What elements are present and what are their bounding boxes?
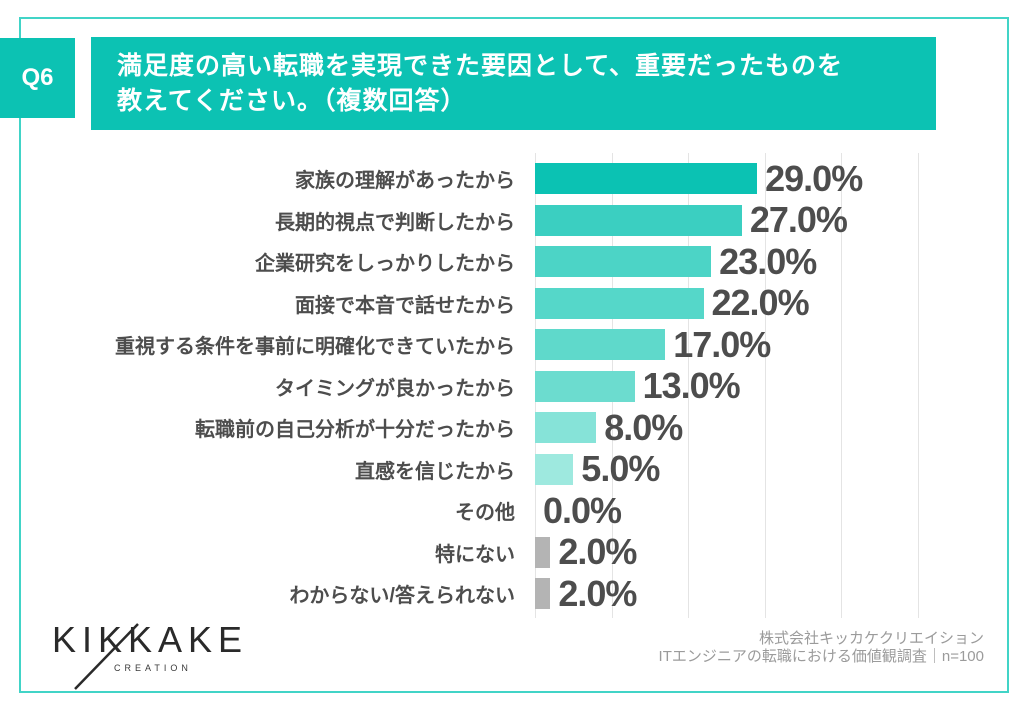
chart-row: 直感を信じたから 5.0% <box>0 448 1024 491</box>
value-label: 2.0% <box>558 531 637 573</box>
category-label: わからない/答えられない <box>289 585 515 608</box>
page-border-frame <box>19 17 1009 693</box>
chart-row: その他 0.0% <box>0 490 1024 532</box>
chart-row: 特にない 2.0% <box>0 531 1024 574</box>
chart-row: 長期的視点で判断したから 27.0% <box>0 199 1024 242</box>
category-label: 長期的視点で判断したから <box>275 211 515 234</box>
chart-row: 家族の理解があったから 29.0% <box>0 158 1024 200</box>
gridline-30 <box>764 153 766 618</box>
bar-chart: 家族の理解があったから 29.0% 長期的視点で判断したから 27.0% 企業研究をしっ… <box>0 153 1024 618</box>
chart-rows: 家族の理解があったから 29.0% 長期的視点で判断したから 27.0% 企業研究をしっ… <box>0 158 1024 615</box>
value-label: 5.0% <box>581 448 660 490</box>
bar <box>535 370 635 402</box>
value-label: 17.0% <box>673 323 771 365</box>
bar <box>535 204 742 236</box>
logo-subtext: CREATION <box>114 663 192 673</box>
gridline-50 <box>918 153 919 618</box>
value-label: 0.0% <box>543 489 622 531</box>
credit-survey-name: ITエンジニアの転職における価値観調査｜n=100 <box>658 648 984 665</box>
question-title-line2: 教えてください。（複数回答） <box>117 86 467 115</box>
chart-row: わからない/答えられない 2.0% <box>0 573 1024 615</box>
category-label: 転職前の自己分析が十分だったから <box>195 419 515 442</box>
gridline-40 <box>841 153 843 618</box>
gridline-20 <box>688 153 690 618</box>
bar <box>535 246 712 278</box>
bar <box>535 287 704 319</box>
category-label: 家族の理解があったから <box>295 170 515 193</box>
chart-row: 面接で本音で話せたから 22.0% <box>0 282 1024 325</box>
bar <box>535 163 758 195</box>
chart-row: タイミングが良かったから 13.0% <box>0 365 1024 408</box>
value-label: 22.0% <box>711 282 810 324</box>
bar <box>535 453 574 485</box>
question-number-badge: Q6 <box>0 38 75 118</box>
category-label: 特にない <box>435 543 515 566</box>
category-label: その他 <box>455 502 515 525</box>
value-label: 8.0% <box>604 406 683 448</box>
bar <box>535 329 666 361</box>
chart-row: 転職前の自己分析が十分だったから 8.0% <box>0 407 1024 449</box>
bar <box>535 412 597 444</box>
value-label: 29.0% <box>765 157 863 199</box>
category-label: タイミングが良かったから <box>275 377 515 400</box>
chart-row: 重視する条件を事前に明確化できていたから 17.0% <box>0 324 1024 366</box>
credit-company: 株式会社キッカケクリエイション <box>758 630 984 647</box>
question-title-line1: 満足度の高い転職を実現できた要因として、重要だったものを <box>117 51 844 80</box>
survey-credit: 株式会社キッカケクリエイション ITエンジニアの転職における価値観調査｜n=10… <box>659 630 984 666</box>
value-label: 13.0% <box>642 365 741 407</box>
category-label: 面接で本音で話せたから <box>295 294 515 317</box>
question-title-bar: 満足度の高い転職を実現できた要因として、重要だったものを 教えてください。（複数… <box>91 37 936 130</box>
bar <box>535 536 551 568</box>
category-label: 直感を信じたから <box>355 460 515 483</box>
bar <box>535 578 551 610</box>
logo-wordmark: KIKKAKE <box>52 619 249 660</box>
value-label: 27.0% <box>749 199 848 241</box>
value-label: 23.0% <box>719 240 817 282</box>
chart-row: 企業研究をしっかりしたから 23.0% <box>0 241 1024 283</box>
value-label: 2.0% <box>558 572 637 614</box>
kikkake-logo: KIKKAKE CREATION <box>52 619 262 690</box>
category-label: 企業研究をしっかりしたから <box>255 253 515 276</box>
category-label: 重視する条件を事前に明確化できていたから <box>115 336 515 359</box>
